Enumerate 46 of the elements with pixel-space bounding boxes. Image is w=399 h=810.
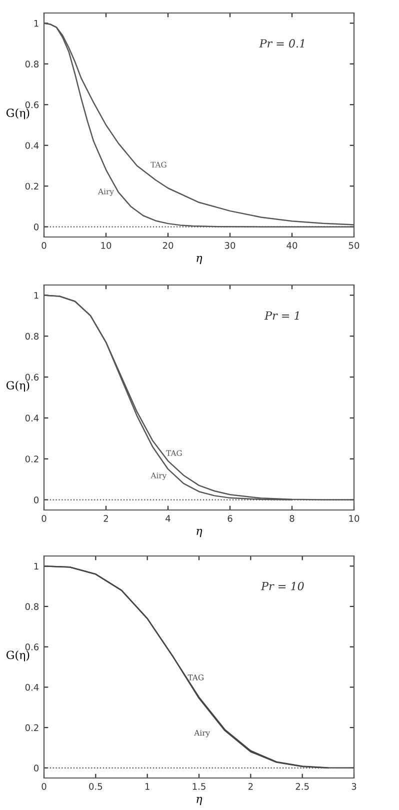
x-tick-label: 0 bbox=[42, 783, 46, 790]
x-tick-label: 50 bbox=[348, 242, 360, 249]
x-tick-label: 2 bbox=[104, 515, 108, 522]
x-tick-label: 0.5 bbox=[89, 783, 102, 790]
y-tick-label: 0.6 bbox=[25, 644, 39, 650]
x-tick-label: 1 bbox=[145, 783, 150, 790]
x-tick-label: 0 bbox=[42, 515, 46, 522]
x-tick-label: 2 bbox=[248, 783, 253, 790]
y-axis-title: G(η) bbox=[6, 380, 30, 392]
x-axis-title: η bbox=[196, 256, 202, 264]
y-tick-label: 0.4 bbox=[25, 414, 39, 422]
x-tick-label: 30 bbox=[224, 242, 236, 249]
y-tick-label: 0 bbox=[34, 224, 39, 230]
y-tick-label: 0.4 bbox=[25, 142, 39, 149]
x-tick-label: 0 bbox=[42, 242, 46, 249]
x-tick-label: 40 bbox=[286, 242, 298, 249]
y-tick-label: 0 bbox=[34, 496, 39, 504]
x-tick-label: 20 bbox=[162, 242, 174, 249]
x-axis-title: η bbox=[196, 528, 202, 538]
y-tick-label: 1 bbox=[34, 20, 38, 27]
x-tick-label: 10 bbox=[101, 242, 112, 249]
x-tick-label: 10 bbox=[349, 515, 360, 522]
y-axis-title: G(η) bbox=[6, 650, 30, 662]
y-tick-label: 0.2 bbox=[25, 724, 38, 732]
y-tick-label: 0.2 bbox=[25, 182, 38, 190]
x-tick-label: 6 bbox=[228, 515, 232, 522]
y-tick-label: 0 bbox=[34, 764, 39, 772]
y-tick-label: 0.6 bbox=[25, 101, 39, 108]
y-axis-title: G(η) bbox=[6, 108, 30, 120]
y-tick-label: 1 bbox=[34, 562, 38, 570]
y-tick-label: 1 bbox=[34, 292, 38, 299]
x-tick-label: 3 bbox=[352, 783, 356, 790]
x-axis-title: η bbox=[196, 796, 202, 806]
y-tick-label: 0.8 bbox=[25, 60, 39, 68]
y-tick-label: 0.4 bbox=[25, 684, 39, 691]
annotation: Pr = 10 bbox=[260, 582, 304, 590]
x-tick-label: 2.5 bbox=[296, 783, 309, 790]
y-tick-label: 0.8 bbox=[25, 332, 39, 340]
annotation: Pr = 0.1 bbox=[259, 39, 304, 48]
x-tick-label: 4 bbox=[166, 515, 170, 522]
y-tick-label: 0.2 bbox=[25, 456, 38, 462]
annotation: Pr = 1 bbox=[264, 311, 299, 320]
y-tick-label: 0.6 bbox=[25, 374, 39, 381]
x-tick-label: 8 bbox=[290, 515, 294, 522]
y-tick-label: 0.8 bbox=[25, 603, 39, 610]
x-tick-label: 1.5 bbox=[192, 783, 206, 790]
